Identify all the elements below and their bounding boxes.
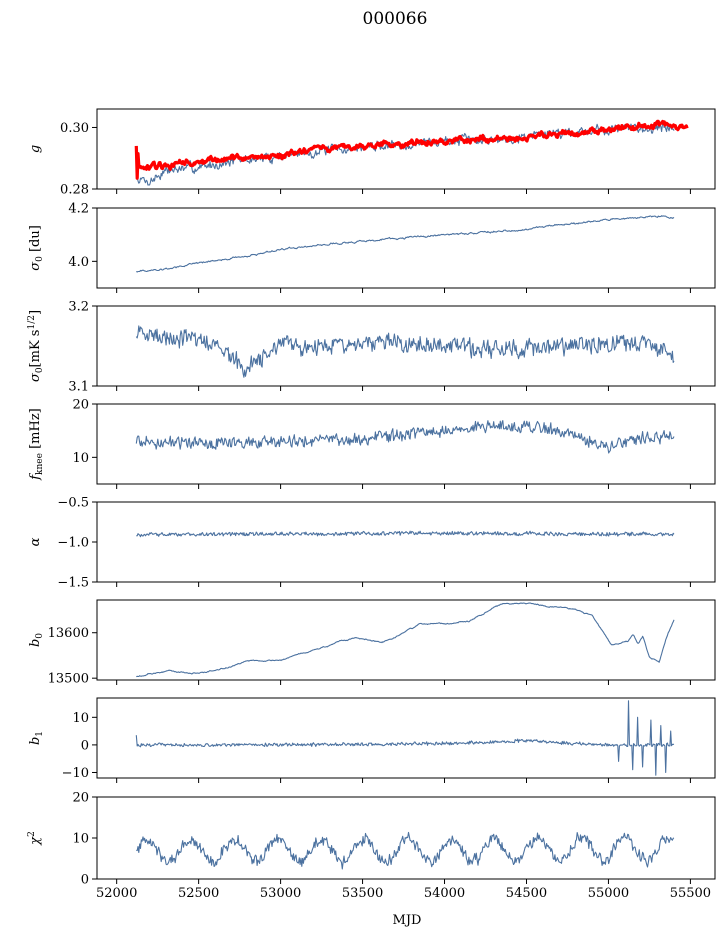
x-tick-label: 53000 bbox=[260, 886, 301, 901]
x-tick-label: 54500 bbox=[506, 886, 547, 901]
plot-area bbox=[134, 119, 689, 186]
y-tick-label: 10 bbox=[72, 832, 89, 847]
panel-b1: −10 0 10 b1 bbox=[28, 697, 716, 783]
series-g-fit bbox=[134, 119, 689, 180]
y-axis-label: χ2 bbox=[27, 831, 43, 846]
plot-area bbox=[135, 700, 675, 776]
y-tick-label: −0.5 bbox=[57, 496, 89, 511]
y-tick-label: 0.30 bbox=[60, 121, 89, 136]
plot-area bbox=[136, 831, 675, 870]
plot-area bbox=[135, 325, 675, 378]
y-axis-label: σ0 [du] bbox=[28, 225, 45, 271]
y-tick-label: 3.1 bbox=[68, 380, 89, 395]
axes-frame bbox=[96, 403, 716, 485]
y-tick-label: 13600 bbox=[48, 626, 89, 641]
y-tick-label: 20 bbox=[72, 791, 89, 806]
series-chi2-data bbox=[136, 831, 675, 870]
y-tick-label: 4.0 bbox=[68, 255, 89, 270]
panel-alpha: −1.5 −1.0 −0.5 α bbox=[28, 496, 716, 591]
x-tick-label: 53500 bbox=[342, 886, 383, 901]
y-tick-label: 0 bbox=[81, 873, 89, 888]
panel-chi2: 52000 52500 53000 53500 54000 54500 55000 55500… bbox=[27, 791, 716, 901]
x-tick-label: 54000 bbox=[424, 886, 465, 901]
series-alpha-data bbox=[136, 530, 675, 538]
y-tick-label: −1.0 bbox=[57, 536, 89, 551]
y-axis-label: σ0[mK s1/2] bbox=[27, 310, 45, 382]
axes-frame bbox=[96, 599, 716, 681]
y-axis-label: α bbox=[28, 537, 43, 546]
x-tick-label: 55500 bbox=[670, 886, 711, 901]
series-sigma0_mk-data bbox=[135, 325, 675, 378]
y-axis-label: b0 bbox=[28, 633, 45, 647]
y-tick-label: 4.2 bbox=[68, 202, 89, 217]
x-tick-label: 52000 bbox=[96, 886, 137, 901]
axes-frame bbox=[96, 697, 716, 779]
x-tick-label: 52500 bbox=[178, 886, 219, 901]
y-tick-label: 10 bbox=[72, 451, 89, 466]
plot-area bbox=[136, 602, 675, 678]
series-b1-data bbox=[135, 700, 675, 776]
axes-frame bbox=[96, 108, 716, 190]
panel-g: 0.28 0.30 g bbox=[28, 108, 716, 198]
y-tick-label: −10 bbox=[62, 766, 89, 781]
axes-frame bbox=[96, 207, 716, 289]
series-sigma0_du-data bbox=[135, 215, 675, 273]
axes-frame bbox=[96, 501, 716, 583]
panels: 0.28 0.30 g 4.0 4.2 σ0 [du] 3.1 3.2 σ0[mK s1/2] 1… bbox=[27, 108, 716, 901]
plot-area bbox=[135, 420, 675, 454]
x-tick-label: 55000 bbox=[588, 886, 629, 901]
y-tick-label: −1.5 bbox=[57, 576, 89, 591]
y-axis-label: b1 bbox=[28, 731, 45, 745]
panel-fknee: 10 20 fknee [mHz] bbox=[28, 398, 716, 489]
y-tick-label: 13500 bbox=[48, 672, 89, 687]
plot-area bbox=[135, 215, 675, 273]
series-b0-data bbox=[136, 602, 675, 678]
panel-sigma0_mk: 3.1 3.2 σ0[mK s1/2] bbox=[27, 300, 716, 395]
y-tick-label: 0.28 bbox=[60, 183, 89, 198]
plot-area bbox=[136, 530, 675, 538]
y-axis-label: fknee [mHz] bbox=[28, 408, 45, 481]
x-axis-label: MJD bbox=[393, 913, 422, 928]
y-tick-label: 20 bbox=[72, 398, 89, 413]
y-axis-label: g bbox=[28, 145, 43, 153]
y-tick-label: 10 bbox=[72, 711, 89, 726]
panel-sigma0_du: 4.0 4.2 σ0 [du] bbox=[28, 202, 716, 293]
axes-frame bbox=[96, 305, 716, 387]
y-tick-label: 0 bbox=[81, 738, 89, 753]
series-fknee-data bbox=[135, 420, 675, 454]
y-tick-label: 3.2 bbox=[68, 300, 89, 315]
figure-title: 000066 bbox=[363, 9, 428, 29]
